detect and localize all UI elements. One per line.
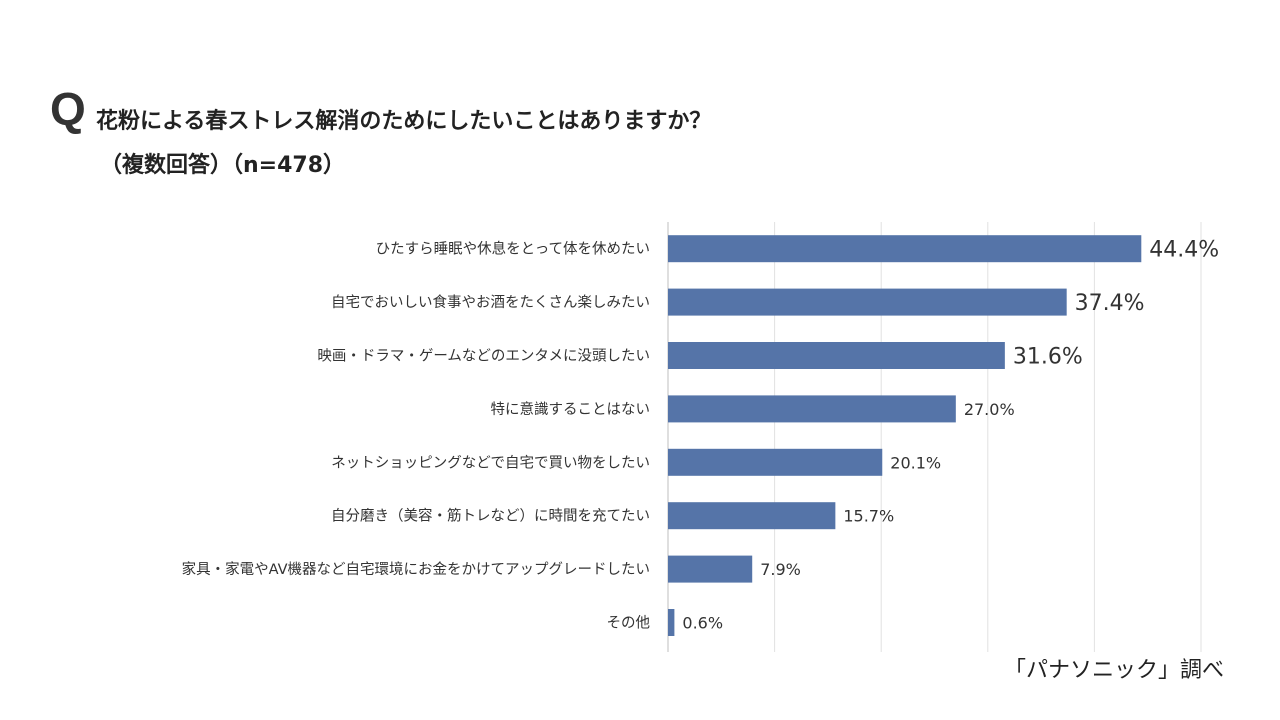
category-label: 自分磨き（美容・筋トレなど）に時間を充てたい bbox=[331, 508, 650, 525]
chart-subtitle: （複数回答）（n=478） bbox=[100, 153, 346, 178]
bar bbox=[668, 288, 1067, 316]
bar bbox=[668, 395, 956, 423]
bar bbox=[668, 555, 753, 583]
data-label: 7.9% bbox=[760, 560, 801, 579]
source-note: 「パナソニック」調べ bbox=[1003, 658, 1224, 683]
bar bbox=[668, 609, 675, 636]
data-label: 44.4% bbox=[1149, 238, 1219, 263]
data-label: 27.0% bbox=[964, 400, 1015, 419]
bar bbox=[668, 448, 883, 476]
bar bbox=[668, 235, 1142, 263]
category-label: 特に意識することはない bbox=[491, 400, 651, 418]
data-label: 20.1% bbox=[890, 453, 941, 472]
bar bbox=[668, 502, 836, 530]
category-label: ひたすら睡眠や休息をとって体を休めたい bbox=[376, 241, 650, 258]
category-label: ネットショッピングなどで自宅で買い物をしたい bbox=[331, 454, 650, 471]
category-label: 家具・家電やAV機器など自宅環境にお金をかけてアップグレードしたい bbox=[182, 560, 650, 578]
category-label: その他 bbox=[607, 615, 651, 632]
category-label: 映画・ドラマ・ゲームなどのエンタメに没頭したい bbox=[317, 348, 650, 365]
data-label: 15.7% bbox=[843, 507, 894, 526]
data-label: 37.4% bbox=[1075, 291, 1145, 316]
data-label: 0.6% bbox=[682, 614, 723, 633]
chart-title: 花粉による春ストレス解消のためにしたいことはありますか？ bbox=[96, 109, 712, 134]
question-mark: Q bbox=[50, 83, 86, 135]
category-label: 自宅でおいしい食事やお酒をたくさん楽しみたい bbox=[331, 294, 650, 311]
data-label: 31.6% bbox=[1013, 345, 1083, 370]
bar bbox=[668, 342, 1005, 369]
